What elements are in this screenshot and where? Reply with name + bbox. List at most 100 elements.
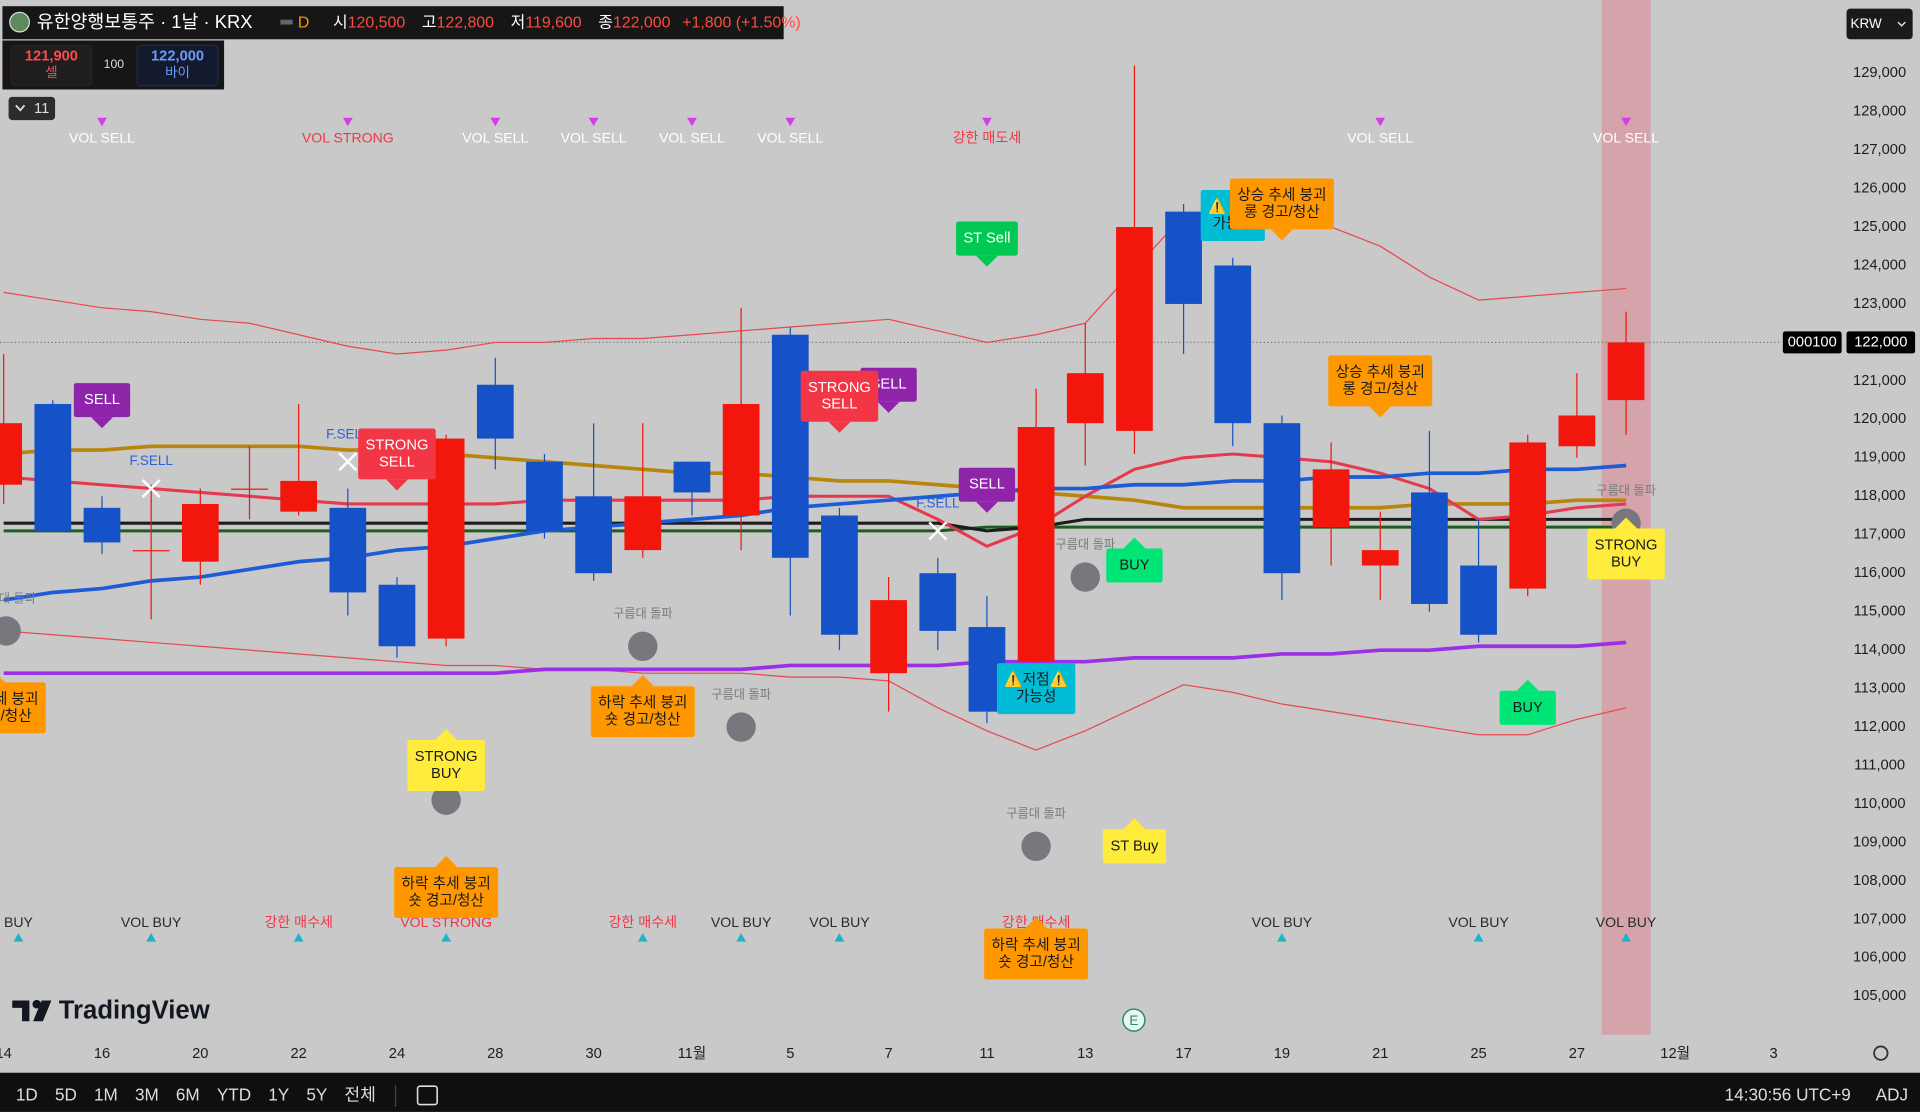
x-tick-label: 22 <box>290 1046 306 1062</box>
annotation-line: STRONG <box>366 437 429 453</box>
annotation-line: ST Sell <box>963 230 1010 246</box>
signal-marker <box>293 933 304 942</box>
indicator-count[interactable]: 11 <box>34 101 49 117</box>
candle-body <box>1411 492 1448 604</box>
signal-marker <box>1277 933 1287 942</box>
y-tick-label: 107,000 <box>1853 911 1906 927</box>
axes: 105,000 106,000 107,000 108,000 109,000 110,0… <box>0 65 1916 1062</box>
range-button[interactable]: 5D <box>55 1085 77 1105</box>
x-tick-label: 3 <box>1769 1046 1777 1062</box>
quantity[interactable]: 100 <box>104 57 125 71</box>
annotation-bg <box>590 686 695 738</box>
signal-label: 강한 매도세 <box>953 129 1022 145</box>
cloud-break-dot <box>431 785 461 815</box>
range-buttons: 1D 5D 1M 3M 6M YTD 1Y 5Y 전체 <box>16 1085 438 1108</box>
indicator-toggle[interactable] <box>8 96 56 121</box>
y-tick-label: 106,000 <box>1853 950 1906 966</box>
indicator-line <box>3 452 1627 548</box>
signal-label: VOL BUY <box>1448 914 1509 930</box>
signal-marker <box>441 933 452 942</box>
date-range-icon[interactable] <box>416 1085 438 1106</box>
ohlc-value: 122,800 <box>437 15 495 32</box>
candle-body <box>476 384 514 439</box>
annotation-line: 하락 추세 붕괴 <box>0 690 38 707</box>
currency-button[interactable] <box>1846 8 1913 40</box>
x-tick-label: 14 <box>0 1046 12 1062</box>
symbol-code: 000100 <box>1788 334 1837 350</box>
annotation-line: SELL <box>821 397 857 413</box>
signal-marker <box>982 117 992 127</box>
range-button[interactable]: 1Y <box>268 1085 290 1105</box>
toolbar <box>0 1072 1920 1112</box>
range-button[interactable]: 1D <box>16 1085 38 1105</box>
settings-icon[interactable] <box>1873 1045 1889 1061</box>
x-tick-label: 24 <box>389 1046 405 1062</box>
annotation-pointer <box>877 401 900 413</box>
fsell-cross <box>141 479 161 499</box>
cloud-break-dot <box>0 616 21 646</box>
range-button[interactable]: YTD <box>217 1085 251 1105</box>
cloud-break-label: 구름대 돌파 <box>613 607 673 621</box>
signal-marker <box>1621 933 1631 942</box>
annotation-pointer <box>975 255 998 267</box>
symbol-title[interactable]: 유한양행보통주 · 1날 · KRX <box>37 11 253 32</box>
annotation-line: BUY <box>1119 557 1149 573</box>
annotation-line: STRONG <box>415 749 478 765</box>
indicator-line <box>3 517 1627 533</box>
annotation-box: 하락 추세 붕괴숏 경고/청산 <box>0 677 46 734</box>
currency[interactable]: KRW <box>1851 16 1882 31</box>
logo-shape <box>12 1000 30 1022</box>
range-button[interactable]: 1M <box>94 1085 118 1105</box>
cloud-break-dot <box>1070 562 1100 592</box>
indicator-line <box>3 444 1627 510</box>
range-button[interactable]: 전체 <box>344 1085 376 1105</box>
fsell-label: F.SELL <box>916 496 960 511</box>
sell-label[interactable]: 셀 <box>45 65 57 80</box>
signal-label: 강한 매수세 <box>264 914 333 930</box>
annotation-box: SELL <box>958 467 1016 513</box>
candle-body <box>1460 565 1497 635</box>
signal-label: VOL SELL <box>659 129 725 145</box>
annotation-bg <box>73 383 131 418</box>
signal-label: BUY <box>4 914 34 930</box>
ohlc-label: 종 <box>598 15 613 32</box>
candle-body <box>1361 550 1399 566</box>
cloud-break-label: 구름대 돌파 <box>1596 484 1656 498</box>
y-tick-label: 124,000 <box>1853 257 1906 273</box>
x-tick-label: 11 <box>979 1046 994 1062</box>
y-tick-label: 109,000 <box>1853 834 1906 850</box>
annotation-bg <box>394 866 499 918</box>
range-button[interactable]: 3M <box>135 1085 159 1105</box>
annotation-box: STRONG BUY <box>407 729 485 791</box>
y-tick-label: 128,000 <box>1853 104 1906 120</box>
indicator-line <box>3 214 1627 355</box>
x-tick-label: 20 <box>192 1046 208 1062</box>
buy-price[interactable]: 122,000 <box>151 48 204 64</box>
indicator-line <box>3 640 1627 676</box>
buy-label[interactable]: 바이 <box>165 65 190 80</box>
annotation-box: 상승 추세 붕괴 롱 경고/청산 <box>1328 355 1433 418</box>
annotation-pointer <box>1270 229 1293 241</box>
candle-body <box>378 584 416 647</box>
earnings-label[interactable]: E <box>1129 1013 1138 1028</box>
ohlc-label: 시 <box>333 15 348 32</box>
range-button[interactable]: 5Y <box>306 1085 328 1105</box>
buy-button[interactable] <box>136 44 219 87</box>
annotation-bg <box>1499 690 1556 725</box>
y-tick-label: 125,000 <box>1853 219 1906 235</box>
annotation-bg <box>1102 829 1167 864</box>
indicator-line <box>3 463 1627 602</box>
range-button[interactable]: 6M <box>176 1085 200 1105</box>
annotation-line: SELL <box>379 454 415 470</box>
brand-logo <box>12 999 52 1022</box>
annotation-line: BUY <box>431 766 461 782</box>
annotation-bg <box>1106 548 1163 583</box>
annotation-text: STRONG BUY <box>1595 537 1658 570</box>
signal-marker <box>13 933 24 942</box>
candle-body <box>722 403 760 516</box>
adjust-toggle[interactable]: ADJ <box>1876 1085 1908 1105</box>
sell-price[interactable]: 121,900 <box>25 48 78 64</box>
earnings-badge[interactable] <box>1122 1008 1146 1032</box>
sell-button[interactable] <box>10 44 93 87</box>
